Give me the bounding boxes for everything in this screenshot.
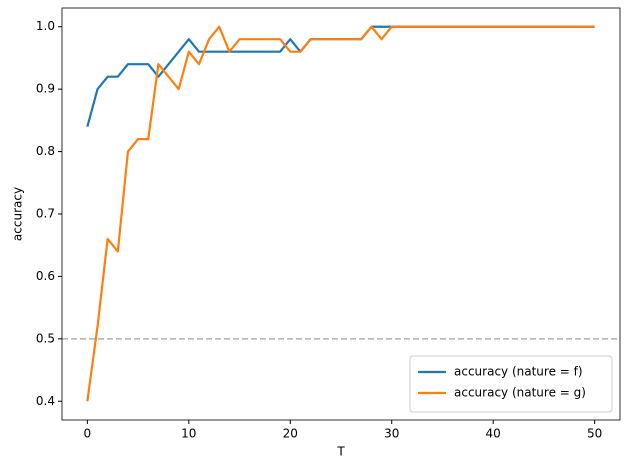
x-tick-label: 50: [587, 427, 602, 441]
y-axis-label: accuracy: [11, 187, 25, 241]
y-tick-label: 0.6: [36, 269, 55, 283]
y-tick-label: 0.4: [36, 394, 55, 408]
y-tick-label: 1.0: [36, 19, 55, 33]
legend-label: accuracy (nature = g): [454, 386, 586, 400]
y-tick-label: 0.7: [36, 207, 55, 221]
x-tick-label: 0: [84, 427, 92, 441]
legend-box: [409, 355, 613, 413]
x-tick-label: 10: [181, 427, 196, 441]
x-tick-label: 30: [384, 427, 399, 441]
x-axis-label: T: [336, 445, 345, 459]
legend-label: accuracy (nature = f): [454, 365, 583, 379]
x-tick-label: 20: [283, 427, 298, 441]
y-tick-label: 0.5: [36, 331, 55, 345]
plot-frame: [61, 7, 621, 421]
y-tick-label: 0.9: [36, 82, 55, 96]
y-tick-label: 0.8: [36, 144, 55, 158]
x-tick-label: 40: [486, 427, 501, 441]
line-series: [86, 25, 595, 127]
line-series: [86, 25, 595, 402]
